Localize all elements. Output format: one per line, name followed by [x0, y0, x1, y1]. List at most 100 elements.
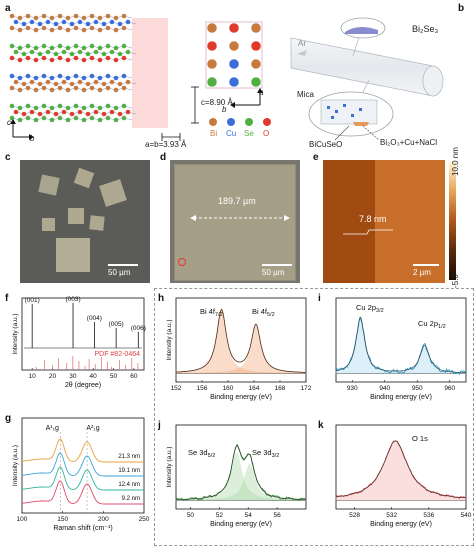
crystal-structure-layers [9, 13, 168, 128]
atom [109, 109, 115, 115]
atom [49, 57, 55, 63]
atom [85, 21, 91, 27]
afm-profile [343, 229, 393, 235]
atom [33, 87, 39, 93]
unit-cell-highlight [132, 18, 168, 128]
scale-bar [262, 264, 292, 266]
atom [113, 117, 119, 123]
atom [73, 13, 79, 19]
afm-flake [375, 160, 445, 283]
atom [53, 51, 59, 57]
c-dimension-label: c=8.90 Å [201, 98, 233, 107]
fit-envelope [335, 440, 466, 499]
atom [41, 115, 47, 121]
panel-label-j: j [158, 420, 161, 431]
atom [109, 19, 115, 25]
atom [17, 45, 23, 51]
panel-label-a: a [5, 3, 11, 14]
atom [65, 57, 71, 63]
atom [97, 105, 103, 111]
atom [105, 13, 111, 19]
atom [81, 15, 87, 21]
legend-cu: Cu [226, 129, 237, 138]
x-tick-label: 536 [423, 512, 434, 519]
x-tick-label: 160 [223, 385, 234, 392]
atom [9, 13, 15, 19]
plot-frame [21, 417, 145, 514]
atom [105, 55, 111, 61]
atom [125, 79, 131, 85]
atom [73, 103, 79, 109]
atom [105, 85, 111, 91]
atom [13, 79, 19, 85]
atom [25, 43, 31, 49]
atom [101, 111, 107, 117]
atom [97, 75, 103, 81]
x-axis-label: Binding energy (eV) [370, 521, 432, 528]
x-tick-label: 250 [139, 516, 150, 523]
panel-label-k: k [318, 420, 324, 431]
x-axis-label: Binding energy (eV) [210, 521, 272, 528]
x-tick-label: 40 [90, 373, 98, 380]
raman-peak-label: A²₁g [86, 425, 99, 432]
atom [65, 27, 71, 33]
flake [56, 238, 90, 272]
atom [73, 85, 79, 91]
scale-bar [108, 264, 138, 266]
raman-series-line [21, 438, 144, 463]
atom [121, 13, 127, 19]
atom [37, 81, 43, 87]
x-tick-label: 164 [249, 385, 260, 392]
atom [125, 19, 131, 25]
atom [17, 75, 23, 81]
atom [81, 27, 87, 33]
atom [206, 58, 218, 70]
atom [113, 105, 119, 111]
atom [69, 21, 75, 27]
atom [228, 58, 240, 70]
xps-o-chart: 528 532 536 540 Binding energy (eV) O 1s [335, 424, 472, 528]
x-tick-label: 100 [17, 516, 28, 523]
atom [25, 25, 31, 31]
atom [33, 75, 39, 81]
atom [17, 105, 23, 111]
atom [29, 49, 35, 55]
atom [73, 43, 79, 49]
atom [93, 49, 99, 55]
scale-label: 50 µm [108, 268, 131, 277]
atom [41, 85, 47, 91]
raman-chart: 100 150 200 250 Raman shift (cm⁻¹) Intensity … [12, 417, 150, 532]
unit-cell-outline [205, 21, 263, 89]
atom [41, 103, 47, 109]
atom [57, 25, 63, 31]
fit-envelope [175, 308, 306, 373]
atom [105, 103, 111, 109]
series-label: 12.4 nm [118, 482, 140, 488]
atom [65, 117, 71, 123]
bicuseo-label: BiCuSeO [309, 140, 343, 149]
atom [45, 19, 51, 25]
atom [121, 85, 127, 91]
x-tick-label: 50 [110, 373, 118, 380]
optical-image-large-flake: 189.7 µm 50 µm [170, 160, 300, 283]
atom [61, 79, 67, 85]
atom [113, 15, 119, 21]
atom [89, 55, 95, 61]
x-tick-label: 150 [57, 516, 68, 523]
flake [68, 208, 84, 224]
atom [89, 13, 95, 19]
x-tick-label: 60 [130, 373, 138, 380]
legend-bi: Bi [210, 129, 218, 138]
atom [41, 25, 47, 31]
atom [97, 87, 103, 93]
atom [250, 76, 262, 88]
atom [117, 51, 123, 57]
atom [81, 105, 87, 111]
ab-dimension-marker [161, 133, 181, 141]
xps-peak-label: Bi 4f7/2 [200, 307, 223, 318]
series-label: 21.3 nm [118, 454, 140, 460]
atom [85, 51, 91, 57]
width-arrow [190, 215, 290, 221]
atom-legend-dots [209, 118, 271, 126]
atom [21, 81, 27, 87]
